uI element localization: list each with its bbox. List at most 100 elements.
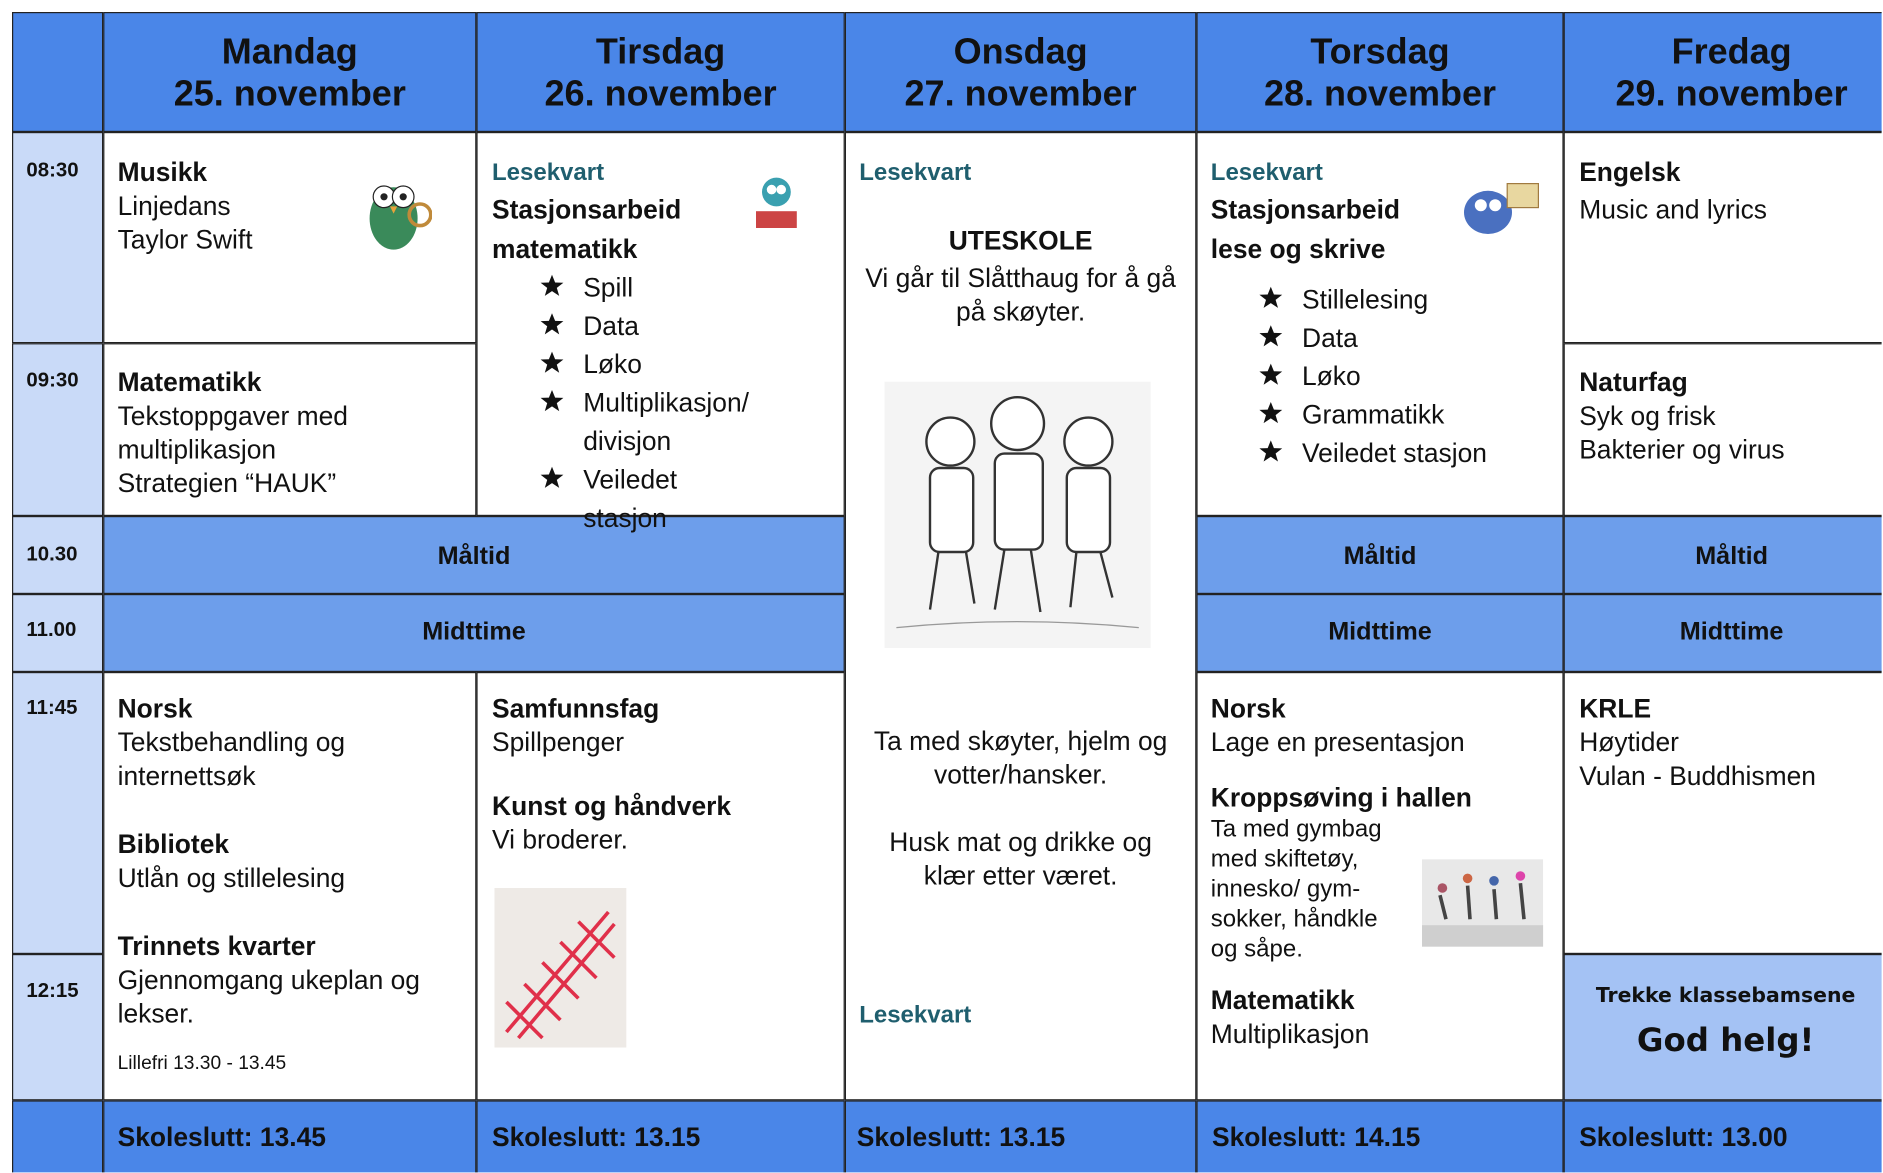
band bbox=[1563, 594, 1882, 672]
station-list: Spill Data Løko Multiplikasjon/ divisjon Vei… bbox=[492, 269, 768, 538]
bird-image bbox=[1464, 183, 1540, 235]
time: 11:45 bbox=[26, 696, 78, 719]
owl-image bbox=[369, 185, 433, 250]
band-label: Måltid bbox=[1343, 542, 1417, 570]
band-label: Midttime bbox=[422, 618, 526, 646]
station-text: Løko bbox=[583, 349, 642, 380]
text: Music and lyrics bbox=[1579, 194, 1767, 225]
lesekvart: Lesekvart bbox=[859, 1002, 972, 1029]
lesson: KRLE Høytider Vulan - Buddhismen bbox=[1579, 692, 1879, 793]
station: Data bbox=[540, 307, 768, 345]
day-name: Tirsdag bbox=[595, 32, 726, 72]
time-cell bbox=[12, 516, 104, 594]
skaters-image bbox=[884, 381, 1151, 648]
station-text: Multiplikasjon/ divisjon bbox=[583, 387, 750, 457]
star-bullet bbox=[540, 390, 564, 412]
subject: Stasjonsarbeid bbox=[492, 194, 682, 225]
band-label: Midttime bbox=[1679, 618, 1784, 646]
text: lekser. bbox=[117, 998, 194, 1029]
time-cell bbox=[12, 132, 104, 344]
lesson: Musikk Linjedans Taylor Swift bbox=[118, 156, 358, 257]
text: Strategien “HAUK” bbox=[117, 468, 337, 499]
text: Tekstoppgaver med bbox=[117, 400, 348, 431]
station: Veiledet stasjon bbox=[540, 461, 768, 538]
band bbox=[103, 594, 845, 672]
star-bullet bbox=[540, 274, 564, 296]
text: Syk og frisk bbox=[1579, 400, 1716, 431]
lesson: Lesekvart bbox=[859, 156, 1183, 190]
time-cell bbox=[12, 594, 104, 672]
star-bullet bbox=[1259, 440, 1283, 462]
footer-label: Skoleslutt: 13.15 bbox=[492, 1122, 701, 1152]
subject: Bibliotek bbox=[117, 829, 230, 860]
footer-cell bbox=[12, 1100, 104, 1173]
day-date: 26. november bbox=[544, 74, 777, 115]
text: multiplikasjon bbox=[117, 434, 277, 465]
lesekvart: Lesekvart bbox=[1210, 159, 1323, 186]
station: Veiledet stasjon bbox=[1259, 434, 1559, 472]
star-bullet bbox=[540, 313, 564, 335]
cell bbox=[1563, 954, 1882, 1101]
station: Stillelesing bbox=[1259, 281, 1559, 319]
station-text: Data bbox=[1302, 322, 1358, 353]
subject: Kroppsøving i hallen bbox=[1210, 782, 1472, 813]
note: Lillefri 13.30 - 13.45 bbox=[117, 1053, 287, 1074]
gym-image bbox=[1422, 859, 1544, 947]
text: Utlån og stillelesing bbox=[117, 862, 346, 893]
station-text: Veiledet stasjon bbox=[1302, 438, 1487, 469]
band-label: Måltid bbox=[1695, 542, 1768, 570]
footer-label: Skoleslutt: 13.00 bbox=[1579, 1122, 1788, 1152]
text: Ta med skøyter, hjelm og votter/hansker. bbox=[873, 726, 1168, 790]
station: Spill bbox=[540, 269, 768, 307]
station: Data bbox=[1259, 319, 1559, 357]
lesson: Samfunnsfag Spillpenger Kunst og håndver… bbox=[492, 692, 840, 856]
station: Grammatikk bbox=[1259, 396, 1559, 434]
cell bbox=[1563, 132, 1882, 344]
footer-label: Skoleslutt: 13.15 bbox=[856, 1122, 1066, 1152]
text: Lage en presentasjon bbox=[1210, 727, 1465, 758]
text: Høytider bbox=[1579, 727, 1679, 758]
time: 09:30 bbox=[26, 368, 79, 392]
star-bullet bbox=[1259, 363, 1283, 385]
lesson: Matematikk Tekstoppgaver med multiplikas… bbox=[118, 366, 466, 500]
time-cell bbox=[12, 343, 104, 516]
day-date: 28. november bbox=[1263, 74, 1497, 115]
lesson: Naturfag Syk og frisk Bakterier og virus bbox=[1579, 366, 1879, 467]
day-heading: Mandag 25. november bbox=[103, 31, 476, 115]
subject: Matematikk bbox=[117, 367, 262, 398]
lesekvart: Lesekvart bbox=[492, 159, 605, 186]
text: Ta med gymbag med skiftetøy, innesko/ gy… bbox=[1210, 816, 1382, 963]
text: Trekke klassebamsene bbox=[1595, 984, 1856, 1009]
subject: Samfunnsfag bbox=[492, 693, 660, 724]
text: Gjennomgang ukeplan og bbox=[117, 964, 420, 995]
subject: Norsk bbox=[117, 693, 193, 724]
lesson: Lesekvart Stasjonsarbeid matematikk Spil… bbox=[492, 156, 840, 538]
cell bbox=[103, 132, 477, 344]
band bbox=[1196, 594, 1564, 672]
cell bbox=[103, 672, 477, 1101]
text: Vulan - Buddhismen bbox=[1579, 760, 1816, 791]
text: Husk mat og drikke og klær etter været. bbox=[889, 826, 1152, 891]
embroidery-image bbox=[494, 888, 627, 1048]
text: Vi går til Slåtthaug for å gå på skøyter… bbox=[865, 262, 1176, 327]
text: internettsøk bbox=[117, 760, 256, 791]
corner bbox=[12, 12, 104, 132]
text: Vi broderer. bbox=[492, 824, 629, 855]
footer-cell bbox=[844, 1100, 1197, 1173]
day-heading: Onsdag 27. november bbox=[845, 31, 1197, 115]
day-header bbox=[476, 12, 845, 132]
day-name: Onsdag bbox=[953, 32, 1088, 72]
bird-image bbox=[756, 177, 797, 229]
lesson: Norsk Tekstbehandling og internettsøk Bi… bbox=[118, 692, 472, 1081]
footer-label: Skoleslutt: 14.15 bbox=[1212, 1122, 1421, 1152]
station: Løko bbox=[1259, 358, 1559, 396]
day-date: 25. november bbox=[173, 74, 406, 115]
station: Multiplikasjon/ divisjon bbox=[540, 384, 768, 461]
time: 08:30 bbox=[26, 158, 79, 182]
text: Bakterier og virus bbox=[1579, 434, 1785, 465]
time-cell bbox=[12, 672, 104, 955]
text: God helg! bbox=[1636, 1022, 1815, 1060]
text: Tekstbehandling og bbox=[117, 727, 346, 758]
